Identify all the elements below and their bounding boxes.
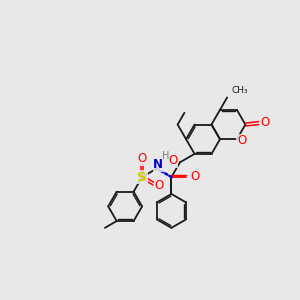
Text: O: O (237, 134, 246, 147)
Text: O: O (168, 154, 178, 167)
Text: N: N (153, 158, 163, 171)
Text: S: S (137, 170, 147, 184)
Text: O: O (137, 152, 147, 165)
Text: CH₃: CH₃ (231, 86, 247, 95)
Text: H: H (162, 151, 169, 161)
Text: O: O (154, 179, 164, 192)
Text: O: O (260, 116, 269, 129)
Text: O: O (190, 170, 200, 183)
